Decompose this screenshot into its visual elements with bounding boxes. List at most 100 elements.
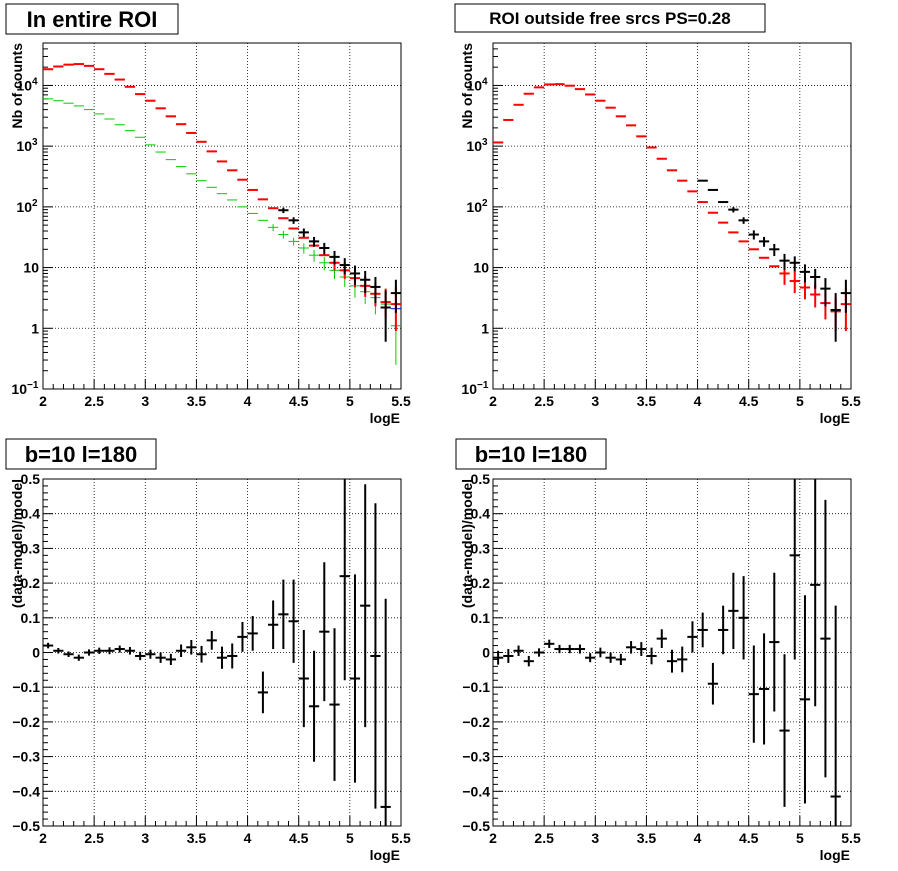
x-tick-label: 3.5 — [187, 830, 207, 846]
y-tick-label: 10 — [461, 381, 477, 397]
y-tick-exponent: 2 — [482, 198, 488, 209]
y-tick-label: 0.1 — [21, 610, 41, 626]
x-axis-label: logE — [370, 410, 400, 426]
x-tick-label: 3 — [141, 830, 149, 846]
y-tick-label: 0.2 — [21, 575, 41, 591]
y-axis-label: (data-model)/model — [9, 479, 25, 608]
x-tick-label: 3.5 — [637, 830, 657, 846]
y-tick-label: 10 — [23, 260, 39, 276]
y-tick-label: −0.1 — [462, 679, 490, 695]
y-tick-label: −0.3 — [462, 749, 490, 765]
x-tick-label: 2 — [489, 830, 497, 846]
y-tick-label: −0.4 — [12, 783, 40, 799]
y-axis-label: Nb of counts — [459, 43, 475, 129]
panel-title-box — [5, 3, 179, 35]
data-series — [278, 207, 401, 342]
y-tick-label: 0.4 — [21, 506, 41, 522]
x-tick-label: 3 — [141, 393, 149, 409]
y-tick-exponent: 2 — [32, 198, 38, 209]
y-tick-label: 0.3 — [21, 540, 41, 556]
x-tick-label: 2.5 — [534, 830, 554, 846]
y-tick-label: −0.5 — [12, 818, 40, 834]
y-tick-label: 10 — [466, 77, 482, 93]
x-tick-label: 5 — [346, 830, 354, 846]
x-tick-label: 5.5 — [391, 393, 411, 409]
panel-title-box — [454, 3, 766, 33]
x-tick-label: 2 — [39, 830, 47, 846]
x-tick-label: 3.5 — [637, 393, 657, 409]
y-tick-exponent: 4 — [32, 76, 38, 87]
panel-title: ROI outside free srcs PS=0.28 — [489, 9, 730, 28]
y-tick-exponent: 3 — [32, 137, 38, 148]
panel-title: b=10 l=180 — [25, 442, 138, 467]
y-tick-label: 10 — [16, 77, 32, 93]
x-tick-label: 4 — [244, 393, 252, 409]
x-tick-label: 2 — [39, 393, 47, 409]
plot-frame — [492, 42, 852, 390]
y-tick-exponent: 4 — [482, 76, 488, 87]
y-tick-label: 0 — [482, 645, 490, 661]
y-tick-label: 10 — [466, 138, 482, 154]
y-axis-label: (data-model)/model — [459, 479, 475, 608]
x-axis-label: logE — [820, 847, 850, 863]
x-tick-label: 5 — [796, 393, 804, 409]
y-tick-label: −0.4 — [462, 783, 490, 799]
panel-title-box — [5, 438, 157, 470]
y-tick-exponent: 3 — [482, 137, 488, 148]
y-tick-label: 0.5 — [471, 471, 491, 487]
y-tick-label: 1 — [31, 320, 39, 336]
data-series — [43, 98, 401, 365]
x-tick-label: 2.5 — [84, 830, 104, 846]
x-tick-label: 5 — [346, 393, 354, 409]
panel-title-box — [455, 438, 607, 470]
y-tick-label: 0.5 — [21, 471, 41, 487]
y-tick-label: 0.2 — [471, 575, 491, 591]
x-tick-label: 3.5 — [187, 393, 207, 409]
y-tick-label: 1 — [481, 320, 489, 336]
x-tick-label: 4.5 — [289, 830, 309, 846]
x-tick-label: 2.5 — [534, 393, 554, 409]
y-tick-label: −0.3 — [12, 749, 40, 765]
y-tick-exponent: −1 — [27, 380, 39, 391]
y-tick-label: 0 — [32, 645, 40, 661]
plot-panel-p4: 2 2.5 3 3.5 4 4.5 5 5.5 −0.5 −0.4 −0.3 −0.2 −0.1 0 0.1… — [455, 438, 861, 863]
x-tick-label: 3 — [591, 393, 599, 409]
data-series — [697, 179, 851, 342]
y-tick-label: 0.3 — [471, 540, 491, 556]
x-tick-label: 2.5 — [84, 393, 104, 409]
x-tick-label: 4.5 — [289, 393, 309, 409]
panel-title: In entire ROI — [27, 7, 158, 32]
x-tick-label: 4 — [694, 393, 702, 409]
x-tick-label: 5.5 — [841, 830, 861, 846]
x-tick-label: 5.5 — [391, 830, 411, 846]
x-tick-label: 4 — [244, 830, 252, 846]
plot-panel-p3: 2 2.5 3 3.5 4 4.5 5 5.5 −0.5 −0.4 −0.3 −0.2 −0.1 0 0.1… — [5, 438, 411, 863]
x-tick-label: 2 — [489, 393, 497, 409]
y-tick-label: −0.2 — [462, 714, 490, 730]
y-tick-label: −0.5 — [462, 818, 490, 834]
y-tick-label: 10 — [11, 381, 27, 397]
panel-title: b=10 l=180 — [475, 442, 588, 467]
x-tick-label: 5.5 — [841, 393, 861, 409]
y-axis-label: Nb of counts — [9, 43, 25, 129]
data-series — [43, 479, 391, 826]
y-tick-label: 10 — [16, 138, 32, 154]
y-tick-label: 10 — [473, 260, 489, 276]
x-tick-label: 3 — [591, 830, 599, 846]
y-tick-label: −0.1 — [12, 679, 40, 695]
y-tick-label: −0.2 — [12, 714, 40, 730]
x-axis-label: logE — [370, 847, 400, 863]
y-tick-label: 0.4 — [471, 506, 491, 522]
y-tick-label: 10 — [466, 199, 482, 215]
x-tick-label: 4.5 — [739, 393, 759, 409]
x-tick-label: 4.5 — [739, 830, 759, 846]
plot-frame — [42, 42, 402, 390]
data-series — [493, 479, 841, 826]
y-tick-exponent: −1 — [477, 380, 489, 391]
y-tick-label: 0.1 — [471, 610, 491, 626]
x-tick-label: 4 — [694, 830, 702, 846]
x-axis-label: logE — [820, 410, 850, 426]
